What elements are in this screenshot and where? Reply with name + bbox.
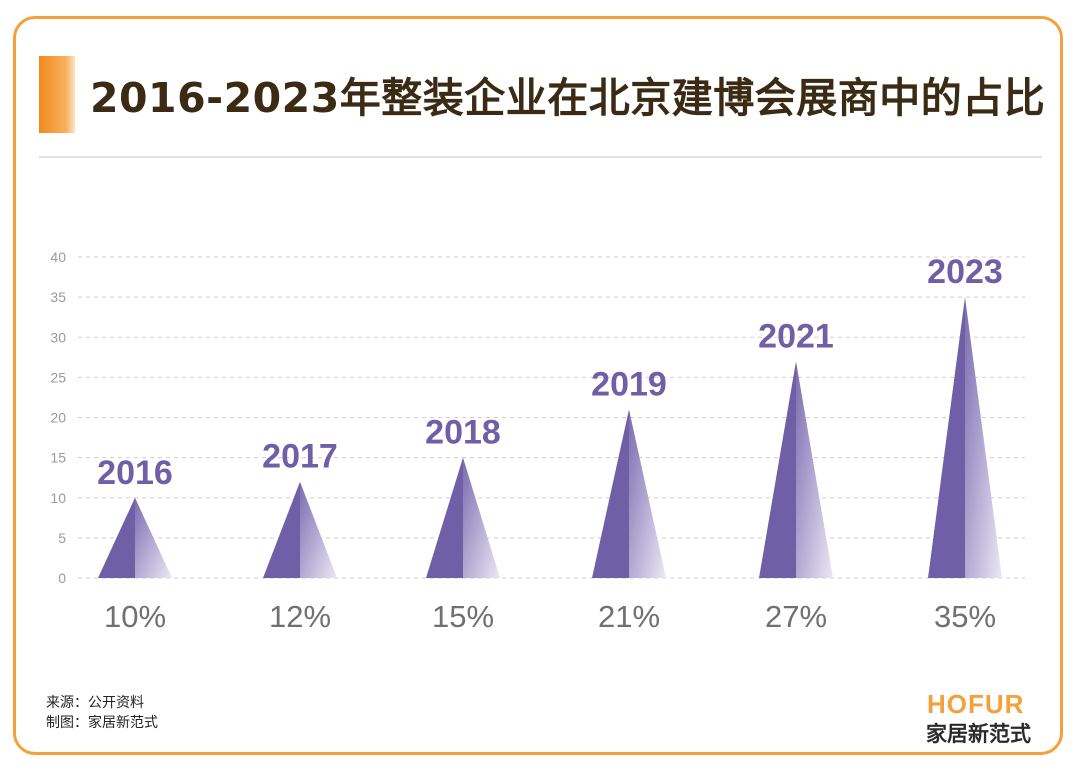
- y-axis-ticks: 0 5 10 15 20 25 30 35 40: [50, 249, 66, 586]
- y-tick-label: 0: [58, 570, 66, 586]
- y-tick-label: 40: [50, 249, 66, 265]
- bar-2018: [426, 457, 500, 578]
- bar-2021: [759, 361, 833, 578]
- bar-2016: [98, 497, 172, 578]
- value-label: 21%: [598, 599, 660, 634]
- grid-lines: [78, 256, 1025, 579]
- y-tick-label: 30: [50, 329, 66, 345]
- value-label: 27%: [765, 599, 827, 634]
- bar-left-face: [263, 481, 300, 578]
- y-tick-label: 10: [50, 490, 66, 506]
- y-tick-label: 20: [50, 410, 66, 426]
- bar-right-face: [463, 457, 500, 578]
- category-label: 2021: [758, 317, 834, 355]
- brand-logo-en: HOFUR: [927, 689, 1025, 719]
- category-label: 2017: [262, 438, 338, 476]
- bar-left-face: [426, 457, 463, 578]
- y-tick-label: 25: [50, 369, 66, 385]
- bar-right-face: [965, 297, 1002, 578]
- bar-right-face: [796, 361, 833, 578]
- value-labels: 10% 12% 15% 21% 27% 35%: [104, 599, 996, 634]
- y-tick-label: 35: [50, 289, 66, 305]
- made-by-note: 制图：家居新范式: [46, 715, 158, 731]
- y-tick-label: 5: [58, 530, 66, 546]
- title-accent-bar: [39, 56, 75, 133]
- bar-left-face: [98, 497, 135, 578]
- bar-2017: [263, 481, 337, 578]
- category-label: 2023: [927, 253, 1003, 291]
- card-frame: [13, 16, 1063, 755]
- bar-right-face: [300, 481, 337, 578]
- bar-2023: [928, 297, 1002, 578]
- bars: [98, 297, 1002, 578]
- bar-left-face: [928, 297, 965, 578]
- category-labels: 2016 2017 2018 2019 2021 2023: [97, 253, 1003, 492]
- chart-title: 2016-2023年整装企业在北京建博会展商中的占比: [90, 74, 1046, 122]
- value-label: 15%: [432, 599, 494, 634]
- bar-right-face: [135, 497, 172, 578]
- category-label: 2016: [97, 454, 173, 492]
- bar-2019: [592, 409, 666, 578]
- source-note: 来源：公开资料: [46, 695, 144, 711]
- value-label: 10%: [104, 599, 166, 634]
- category-label: 2019: [591, 365, 667, 403]
- brand-logo-cn: 家居新范式: [926, 722, 1031, 746]
- y-tick-label: 15: [50, 450, 66, 466]
- title-divider: [39, 156, 1042, 158]
- category-label: 2018: [425, 414, 501, 452]
- bar-right-face: [629, 409, 666, 578]
- value-label: 35%: [934, 599, 996, 634]
- bar-left-face: [759, 361, 796, 578]
- value-label: 12%: [269, 599, 331, 634]
- bar-left-face: [592, 409, 629, 578]
